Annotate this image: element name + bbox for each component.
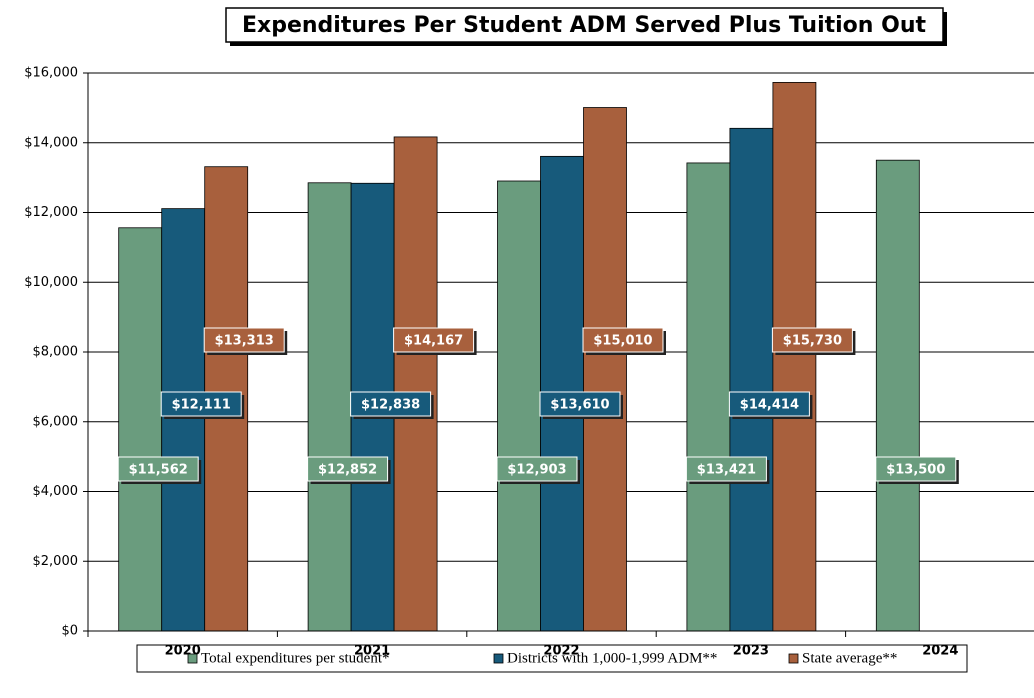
data-label: $12,852 — [318, 463, 377, 478]
legend-marker — [493, 653, 504, 664]
bar — [393, 136, 438, 632]
bar — [772, 82, 817, 632]
legend-label: Total expenditures per student* — [201, 650, 389, 666]
data-label: $13,500 — [886, 463, 945, 478]
data-label: $13,610 — [550, 398, 609, 413]
y-tick-label: $0 — [61, 624, 78, 639]
bar — [875, 159, 920, 632]
data-label: $12,111 — [172, 398, 231, 413]
title-box — [225, 7, 944, 43]
data-label: $15,010 — [593, 334, 652, 349]
data-label: $13,421 — [697, 463, 756, 478]
bar — [307, 182, 352, 632]
legend-label: Districts with 1,000-1,999 ADM** — [507, 650, 717, 666]
bar — [729, 127, 774, 632]
data-label-box — [582, 327, 664, 353]
y-tick-label: $14,000 — [24, 135, 78, 150]
data-label: $12,838 — [361, 398, 420, 413]
x-tick-label: 2022 — [543, 644, 579, 659]
y-tick-label: $6,000 — [33, 414, 79, 429]
data-label-box — [685, 456, 767, 482]
data-label-box — [160, 391, 242, 417]
y-tick-label: $8,000 — [33, 345, 79, 360]
data-label-box — [875, 456, 957, 482]
x-tick-label: 2023 — [733, 644, 769, 659]
data-label: $15,730 — [783, 334, 842, 349]
x-tick-label: 2024 — [922, 644, 958, 659]
legend-marker — [187, 653, 198, 664]
data-label: $12,903 — [507, 463, 566, 478]
data-label-box — [393, 327, 475, 353]
y-tick-label: $12,000 — [24, 205, 78, 220]
data-label: $14,167 — [404, 334, 463, 349]
y-tick-label: $10,000 — [24, 275, 78, 290]
bar — [497, 180, 541, 632]
chart-title: Expenditures Per Student ADM Served Plus… — [242, 13, 926, 38]
y-tick-label: $2,000 — [33, 554, 79, 569]
data-label: $14,414 — [740, 398, 799, 413]
legend-label: State average** — [802, 650, 897, 666]
x-tick-label: 2021 — [354, 644, 390, 659]
y-tick-label: $16,000 — [24, 66, 78, 81]
bar — [161, 208, 206, 632]
bar — [686, 162, 731, 632]
data-label-box — [728, 391, 810, 417]
data-label-box — [203, 327, 285, 353]
data-label-box — [539, 391, 621, 417]
legend-marker — [788, 653, 799, 664]
data-label: $13,313 — [215, 334, 274, 349]
legend-box — [136, 644, 968, 673]
data-label-box — [771, 327, 853, 353]
data-label-box — [350, 391, 432, 417]
data-label-box — [496, 456, 578, 482]
bar — [118, 227, 163, 632]
data-label: $11,562 — [129, 463, 188, 478]
data-label-box — [307, 456, 389, 482]
data-label-box — [117, 456, 199, 482]
bar — [583, 107, 627, 632]
y-tick-label: $4,000 — [33, 484, 79, 499]
